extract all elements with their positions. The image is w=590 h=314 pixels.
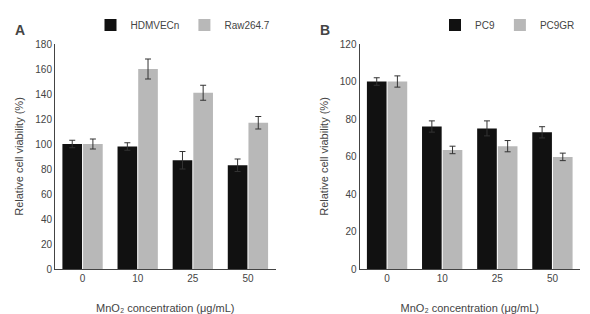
svg-text:0: 0 [384,273,390,284]
svg-text:10: 10 [132,273,144,284]
svg-text:40: 40 [345,189,357,200]
svg-text:60: 60 [41,189,53,200]
svg-text:MnO₂ concentration (μg/mL): MnO₂ concentration (μg/mL) [401,302,539,314]
svg-text:10: 10 [437,273,449,284]
svg-text:80: 80 [345,114,357,125]
svg-text:0: 0 [351,264,357,275]
svg-text:50: 50 [547,273,559,284]
svg-text:Relative cell viability (%): Relative cell viability (%) [13,97,25,216]
svg-text:0: 0 [80,273,86,284]
svg-text:40: 40 [41,214,53,225]
svg-text:120: 120 [340,39,357,50]
svg-text:PC9: PC9 [475,20,495,31]
svg-text:A: A [15,22,25,38]
svg-text:25: 25 [187,273,199,284]
svg-text:50: 50 [242,273,254,284]
svg-text:120: 120 [35,114,52,125]
svg-text:0: 0 [46,264,52,275]
svg-text:HDMVECn: HDMVECn [131,20,180,31]
svg-text:80: 80 [41,164,53,175]
svg-text:100: 100 [340,76,357,87]
svg-text:180: 180 [35,39,52,50]
svg-text:MnO₂ concentration (μg/mL): MnO₂ concentration (μg/mL) [96,302,234,314]
svg-text:60: 60 [345,151,357,162]
svg-text:B: B [320,22,330,38]
svg-text:100: 100 [35,139,52,150]
svg-text:140: 140 [35,89,52,100]
svg-text:PC9GR: PC9GR [540,20,574,31]
svg-text:20: 20 [345,226,357,237]
svg-text:Raw264.7: Raw264.7 [224,20,269,31]
svg-text:20: 20 [41,239,53,250]
svg-text:25: 25 [492,273,504,284]
svg-text:160: 160 [35,64,52,75]
svg-text:Relative cell viability (%): Relative cell viability (%) [318,97,330,216]
